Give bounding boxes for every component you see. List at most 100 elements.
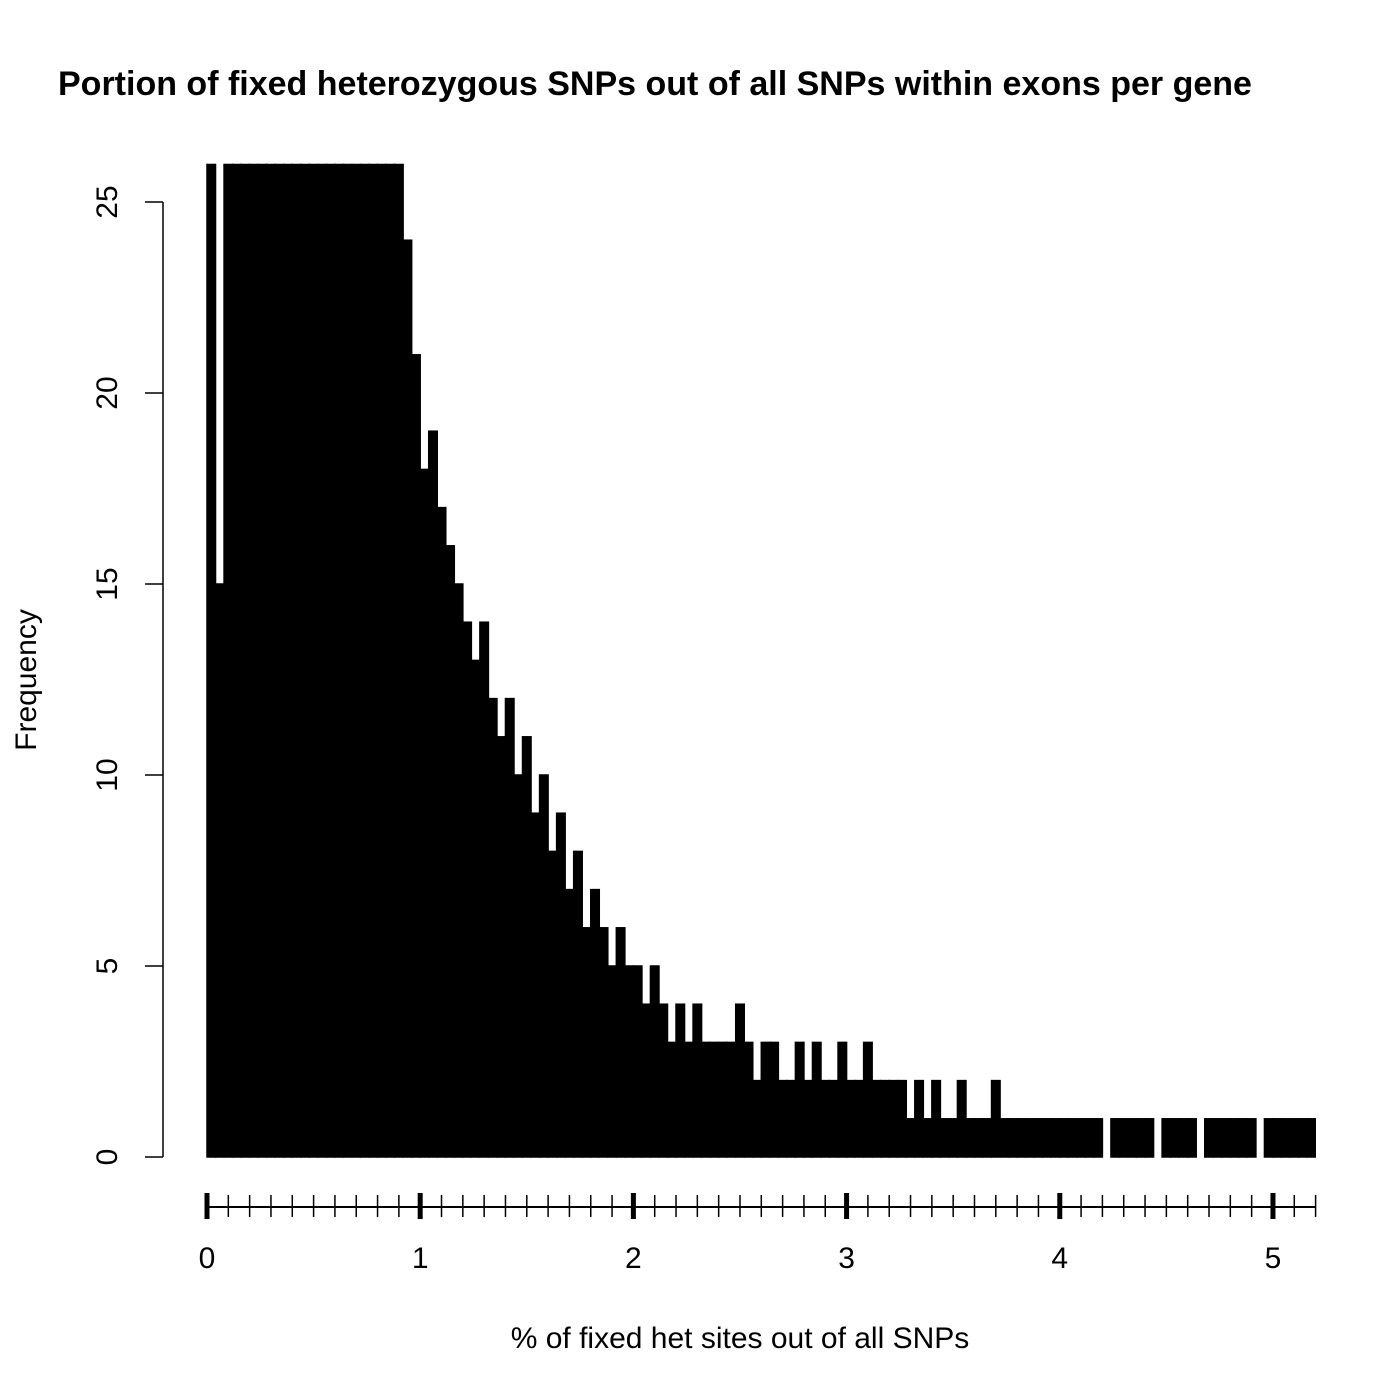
bar	[342, 163, 353, 1158]
bar	[692, 1003, 703, 1158]
bar	[248, 163, 259, 1158]
bar	[274, 163, 285, 1158]
bar	[632, 965, 643, 1158]
bar	[1212, 1118, 1223, 1158]
bar	[1280, 1118, 1291, 1158]
bar	[530, 812, 541, 1158]
bar	[624, 965, 635, 1158]
bar	[709, 1041, 720, 1158]
bar	[828, 1079, 839, 1158]
bar	[291, 163, 302, 1158]
bar	[896, 1079, 908, 1158]
bar	[265, 163, 276, 1158]
bar	[1203, 1118, 1215, 1158]
bars	[206, 163, 1316, 1158]
bar	[368, 163, 379, 1158]
bar	[845, 1079, 856, 1158]
bar	[931, 1079, 942, 1158]
bar	[726, 1041, 737, 1158]
bar	[1238, 1118, 1249, 1158]
bar	[734, 1003, 745, 1158]
bar	[1041, 1118, 1052, 1158]
bar	[700, 1041, 711, 1158]
bar	[231, 163, 242, 1158]
x-tick-label: 1	[412, 1242, 429, 1275]
bar	[666, 1041, 677, 1158]
bar	[888, 1079, 899, 1158]
bar	[555, 812, 566, 1158]
bar	[1289, 1118, 1300, 1158]
bar	[282, 163, 294, 1158]
bar	[811, 1041, 822, 1158]
bar	[1297, 1118, 1308, 1158]
bar	[564, 888, 575, 1158]
bar	[760, 1041, 771, 1158]
bar	[1093, 1118, 1104, 1158]
bar	[317, 163, 328, 1158]
bar	[547, 850, 558, 1158]
bar	[675, 1003, 686, 1158]
bar	[717, 1041, 728, 1158]
bar	[496, 736, 507, 1158]
bar	[1221, 1118, 1232, 1158]
bar	[990, 1079, 1001, 1158]
bar	[905, 1118, 916, 1158]
bar	[1016, 1118, 1027, 1158]
bar	[1178, 1118, 1189, 1158]
y-tick-label: 15	[91, 567, 124, 600]
bar	[572, 850, 583, 1158]
bar	[1084, 1118, 1095, 1158]
bar	[794, 1041, 805, 1158]
bar	[427, 430, 438, 1158]
bar	[649, 965, 660, 1158]
bar	[589, 888, 601, 1158]
bar	[334, 163, 345, 1158]
bar	[598, 927, 609, 1158]
bar	[513, 774, 524, 1158]
bar	[240, 163, 251, 1158]
x-tick-label: 0	[199, 1242, 216, 1275]
bar	[1118, 1118, 1129, 1158]
bar	[1127, 1118, 1138, 1158]
bar	[1306, 1118, 1316, 1158]
bar	[1135, 1118, 1146, 1158]
bar	[581, 927, 592, 1158]
bar	[462, 621, 473, 1158]
bar	[854, 1079, 865, 1158]
bar	[402, 239, 413, 1158]
bar	[820, 1079, 831, 1158]
bar	[862, 1041, 873, 1158]
bar	[683, 1041, 694, 1158]
bar	[1263, 1118, 1274, 1158]
bar	[1144, 1118, 1155, 1158]
bar	[206, 163, 217, 1158]
y-tick-label: 25	[91, 185, 124, 218]
bar	[1186, 1118, 1197, 1158]
bar	[1033, 1118, 1044, 1158]
bar	[479, 621, 490, 1158]
y-tick-label: 10	[91, 758, 124, 791]
bar	[939, 1118, 950, 1158]
bar	[1076, 1118, 1087, 1158]
bar	[752, 1079, 763, 1158]
bar	[1067, 1118, 1078, 1158]
bar	[359, 163, 370, 1158]
bar	[803, 1079, 814, 1158]
bar	[393, 163, 404, 1158]
x-axis-label: % of fixed het sites out of all SNPs	[511, 1322, 970, 1355]
bar	[325, 163, 336, 1158]
y-tick-label: 20	[91, 376, 124, 409]
bar	[641, 1003, 652, 1158]
bar	[956, 1079, 967, 1158]
bar	[538, 774, 549, 1158]
bar	[436, 506, 447, 1158]
bar	[1161, 1118, 1172, 1158]
bar	[300, 163, 311, 1158]
bar	[445, 545, 456, 1158]
bar	[914, 1079, 925, 1158]
x-tick-label: 2	[625, 1242, 642, 1275]
bar	[351, 163, 362, 1158]
bar	[521, 736, 532, 1158]
bar	[1059, 1118, 1070, 1158]
